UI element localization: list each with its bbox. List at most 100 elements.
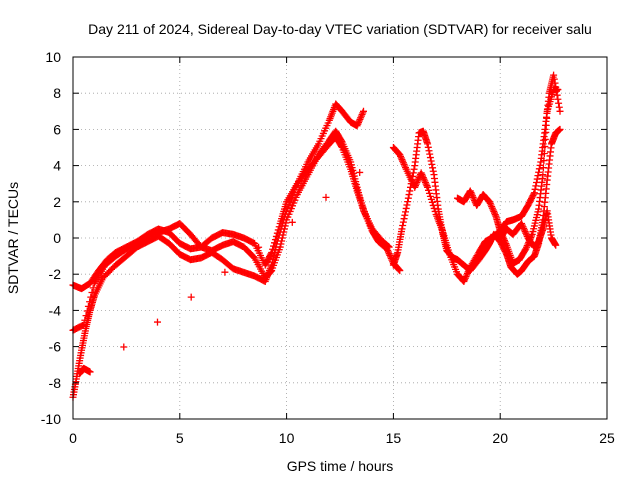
data-point xyxy=(540,157,548,165)
data-point xyxy=(399,159,407,167)
data-point xyxy=(470,195,478,203)
x-tick-label: 25 xyxy=(599,430,615,446)
data-points xyxy=(69,71,564,401)
data-point xyxy=(277,240,285,248)
data-point xyxy=(409,169,417,177)
y-tick-label: -4 xyxy=(49,302,62,318)
x-tick-label: 0 xyxy=(69,430,77,446)
data-point xyxy=(419,174,427,182)
data-point xyxy=(535,165,543,173)
data-point xyxy=(486,199,494,207)
data-point xyxy=(399,218,407,226)
data-point xyxy=(279,231,287,239)
data-point xyxy=(403,201,411,209)
data-point xyxy=(501,238,509,246)
data-point xyxy=(353,122,361,130)
data-point xyxy=(266,268,274,276)
data-point xyxy=(358,111,366,119)
data-point xyxy=(414,177,422,185)
data-point xyxy=(281,222,289,230)
data-point xyxy=(554,86,562,94)
data-point xyxy=(530,190,538,198)
data-point xyxy=(322,193,330,201)
series-track-g xyxy=(496,207,560,251)
data-point xyxy=(286,198,294,206)
data-point xyxy=(461,274,469,282)
data-point xyxy=(542,121,550,129)
data-point xyxy=(396,267,404,275)
data-point xyxy=(541,135,549,143)
data-point xyxy=(396,151,404,159)
data-point xyxy=(280,228,288,236)
data-point xyxy=(556,125,564,133)
data-point xyxy=(385,250,393,258)
data-point xyxy=(280,225,288,233)
data-point xyxy=(500,236,508,244)
data-point xyxy=(288,218,296,226)
data-point xyxy=(490,207,498,215)
data-point xyxy=(534,172,542,180)
data-point xyxy=(402,204,410,212)
data-point xyxy=(87,293,95,301)
y-tick-label: -10 xyxy=(41,411,61,427)
data-point xyxy=(468,192,476,200)
data-point xyxy=(541,142,549,150)
data-point xyxy=(461,276,469,284)
data-point xyxy=(409,172,417,180)
data-point xyxy=(402,208,410,216)
data-point xyxy=(401,162,409,170)
data-point xyxy=(82,312,90,320)
data-point xyxy=(86,298,94,306)
data-point xyxy=(502,240,510,248)
data-point xyxy=(267,267,275,275)
data-point xyxy=(356,168,364,176)
data-point xyxy=(400,215,408,223)
data-point xyxy=(411,182,419,190)
data-point xyxy=(282,219,290,227)
x-axis-label: GPS time / hours xyxy=(287,458,394,474)
data-point xyxy=(554,95,562,103)
data-point xyxy=(428,160,436,168)
series-track-c xyxy=(69,127,393,334)
data-point xyxy=(523,231,531,239)
y-tick-label: 6 xyxy=(53,121,61,137)
data-point xyxy=(386,251,394,259)
data-point xyxy=(427,195,435,203)
data-point xyxy=(422,180,430,188)
data-point xyxy=(417,169,425,177)
data-point xyxy=(424,143,432,151)
y-tick-label: -8 xyxy=(49,375,62,391)
data-point xyxy=(406,187,414,195)
x-tick-label: 10 xyxy=(279,430,295,446)
data-point xyxy=(408,176,416,184)
data-point xyxy=(535,168,543,176)
data-point xyxy=(359,107,367,115)
data-point xyxy=(406,183,414,191)
y-tick-label: 8 xyxy=(53,85,61,101)
data-point xyxy=(518,220,526,228)
data-point xyxy=(551,79,559,87)
data-point xyxy=(421,178,429,186)
data-point xyxy=(469,193,477,201)
data-point xyxy=(539,171,547,179)
data-point xyxy=(531,185,539,193)
data-point xyxy=(88,289,96,297)
y-tick-label: 0 xyxy=(53,230,61,246)
data-point xyxy=(539,164,547,172)
data-point xyxy=(284,204,292,212)
data-point xyxy=(405,191,413,199)
data-point xyxy=(489,206,497,214)
data-point xyxy=(289,192,297,200)
data-point xyxy=(398,225,406,233)
data-point xyxy=(540,150,548,158)
x-tick-label: 15 xyxy=(386,430,402,446)
data-point xyxy=(397,154,405,162)
data-point xyxy=(276,243,284,251)
data-point xyxy=(80,321,88,329)
data-point xyxy=(285,201,293,209)
data-point xyxy=(86,368,94,376)
data-point xyxy=(520,224,528,232)
y-tick-label: 2 xyxy=(53,194,61,210)
data-point xyxy=(402,164,410,172)
